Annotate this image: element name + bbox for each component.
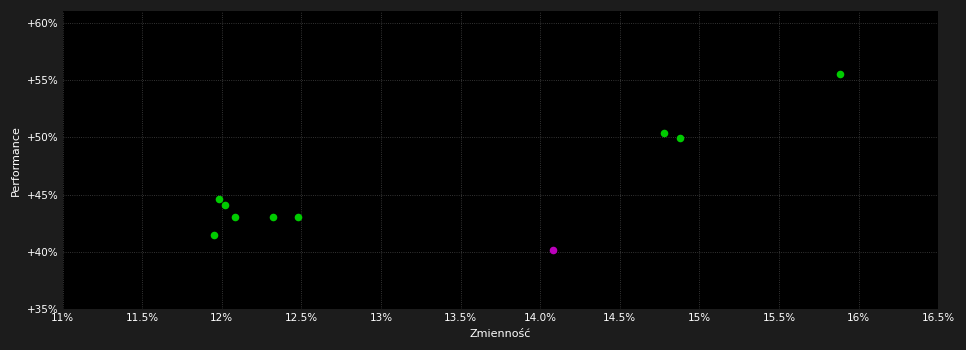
Point (545, 247, 560, 252)
Point (657, 130, 672, 135)
Point (832, 71, 847, 77)
Point (227, 215, 242, 220)
Y-axis label: Performance: Performance (12, 125, 21, 196)
Point (265, 215, 280, 220)
Point (206, 232, 221, 237)
Point (291, 215, 306, 220)
Point (217, 202, 233, 208)
X-axis label: Zmienność: Zmienność (469, 329, 531, 339)
Point (211, 196, 226, 202)
Point (672, 135, 688, 141)
